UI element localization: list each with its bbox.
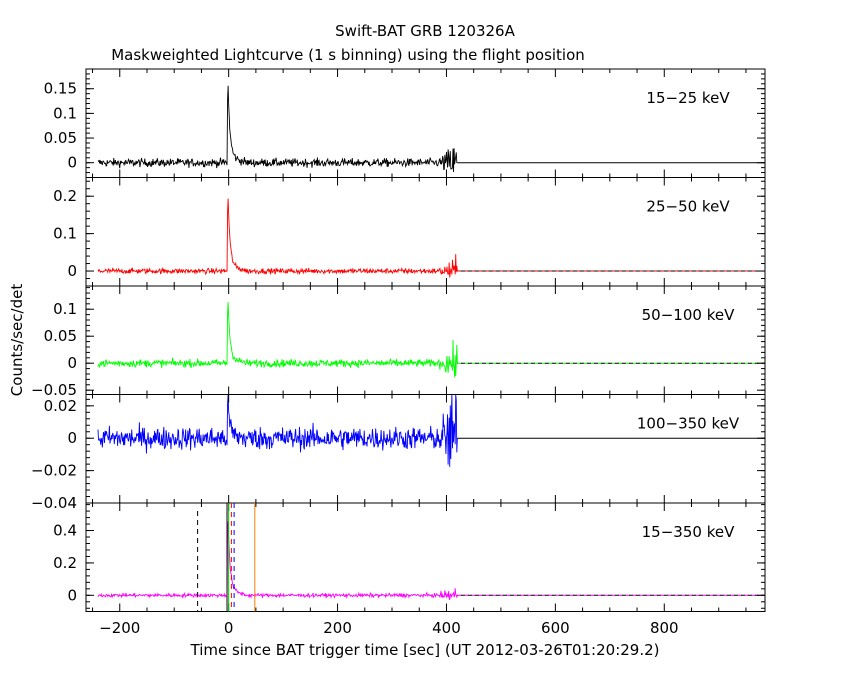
y-tick-label: 0 [67,429,77,447]
y-tick-label: 0 [67,354,77,372]
y-tick-label: 0 [67,262,77,280]
x-tick-label: −200 [99,619,140,637]
y-tick-label: 0.1 [53,225,77,243]
y-tick-label: −0.02 [31,462,77,480]
x-tick-label: 200 [323,619,352,637]
series-line [97,198,458,278]
chart-title: Swift-BAT GRB 120326A [335,22,515,40]
x-axis-label: Time since BAT trigger time [sec] (UT 20… [190,641,660,659]
y-tick-label: 0.05 [44,327,77,345]
band-label: 15−350 keV [642,523,735,541]
y-tick-label: 0.2 [53,187,77,205]
y-tick-label: 0 [67,154,77,172]
panel-4: −0.04 −0.02 0 0.02 100−350 keV [31,394,766,512]
band-label: 15−25 keV [646,89,730,107]
panel-3: −0.05 0 0.05 0.1 50−100 keV [31,285,766,399]
x-tick-label: 400 [432,619,461,637]
x-tick-label: 800 [650,619,679,637]
band-label: 25−50 keV [646,198,730,216]
x-tick-label: 0 [224,619,234,637]
panel-frame [85,502,766,612]
panel-frame [85,394,766,504]
panel-1: 0 0.05 0.1 0.15 15−25 keV [44,68,766,178]
y-tick-label: 0.4 [53,522,77,540]
panel-5: 0 0.2 0.4 15−350 keV [53,502,766,612]
y-tick-label: 0.02 [44,397,77,415]
panel-2: 0 0.1 0.2 25−50 keV [53,177,766,287]
y-tick-label: −0.05 [31,381,77,399]
panels-group: 0 0.05 0.1 0.15 15−25 keV 0 0.1 0.2 25−50 keV −0.… [31,68,766,637]
y-tick-label: 0.05 [44,129,77,147]
panel-frame [85,177,766,287]
band-label: 50−100 keV [642,306,735,324]
series-line [97,521,458,601]
series-line [97,302,458,378]
y-tick-label: 0 [67,586,77,604]
band-label: 100−350 keV [637,415,740,433]
y-tick-label: −0.04 [31,494,77,512]
panel-frame [85,285,766,395]
x-tick-label: 600 [541,619,570,637]
chart-subtitle: Maskweighted Lightcurve (1 s binning) us… [111,46,585,64]
y-tick-label: 0.15 [44,80,77,98]
series-line [97,394,458,467]
y-tick-label: 0.1 [53,300,77,318]
series-line [97,85,458,173]
y-tick-label: 0.2 [53,554,77,572]
y-axis-label: Counts/sec/det [8,284,26,397]
y-tick-label: 0.1 [53,104,77,122]
